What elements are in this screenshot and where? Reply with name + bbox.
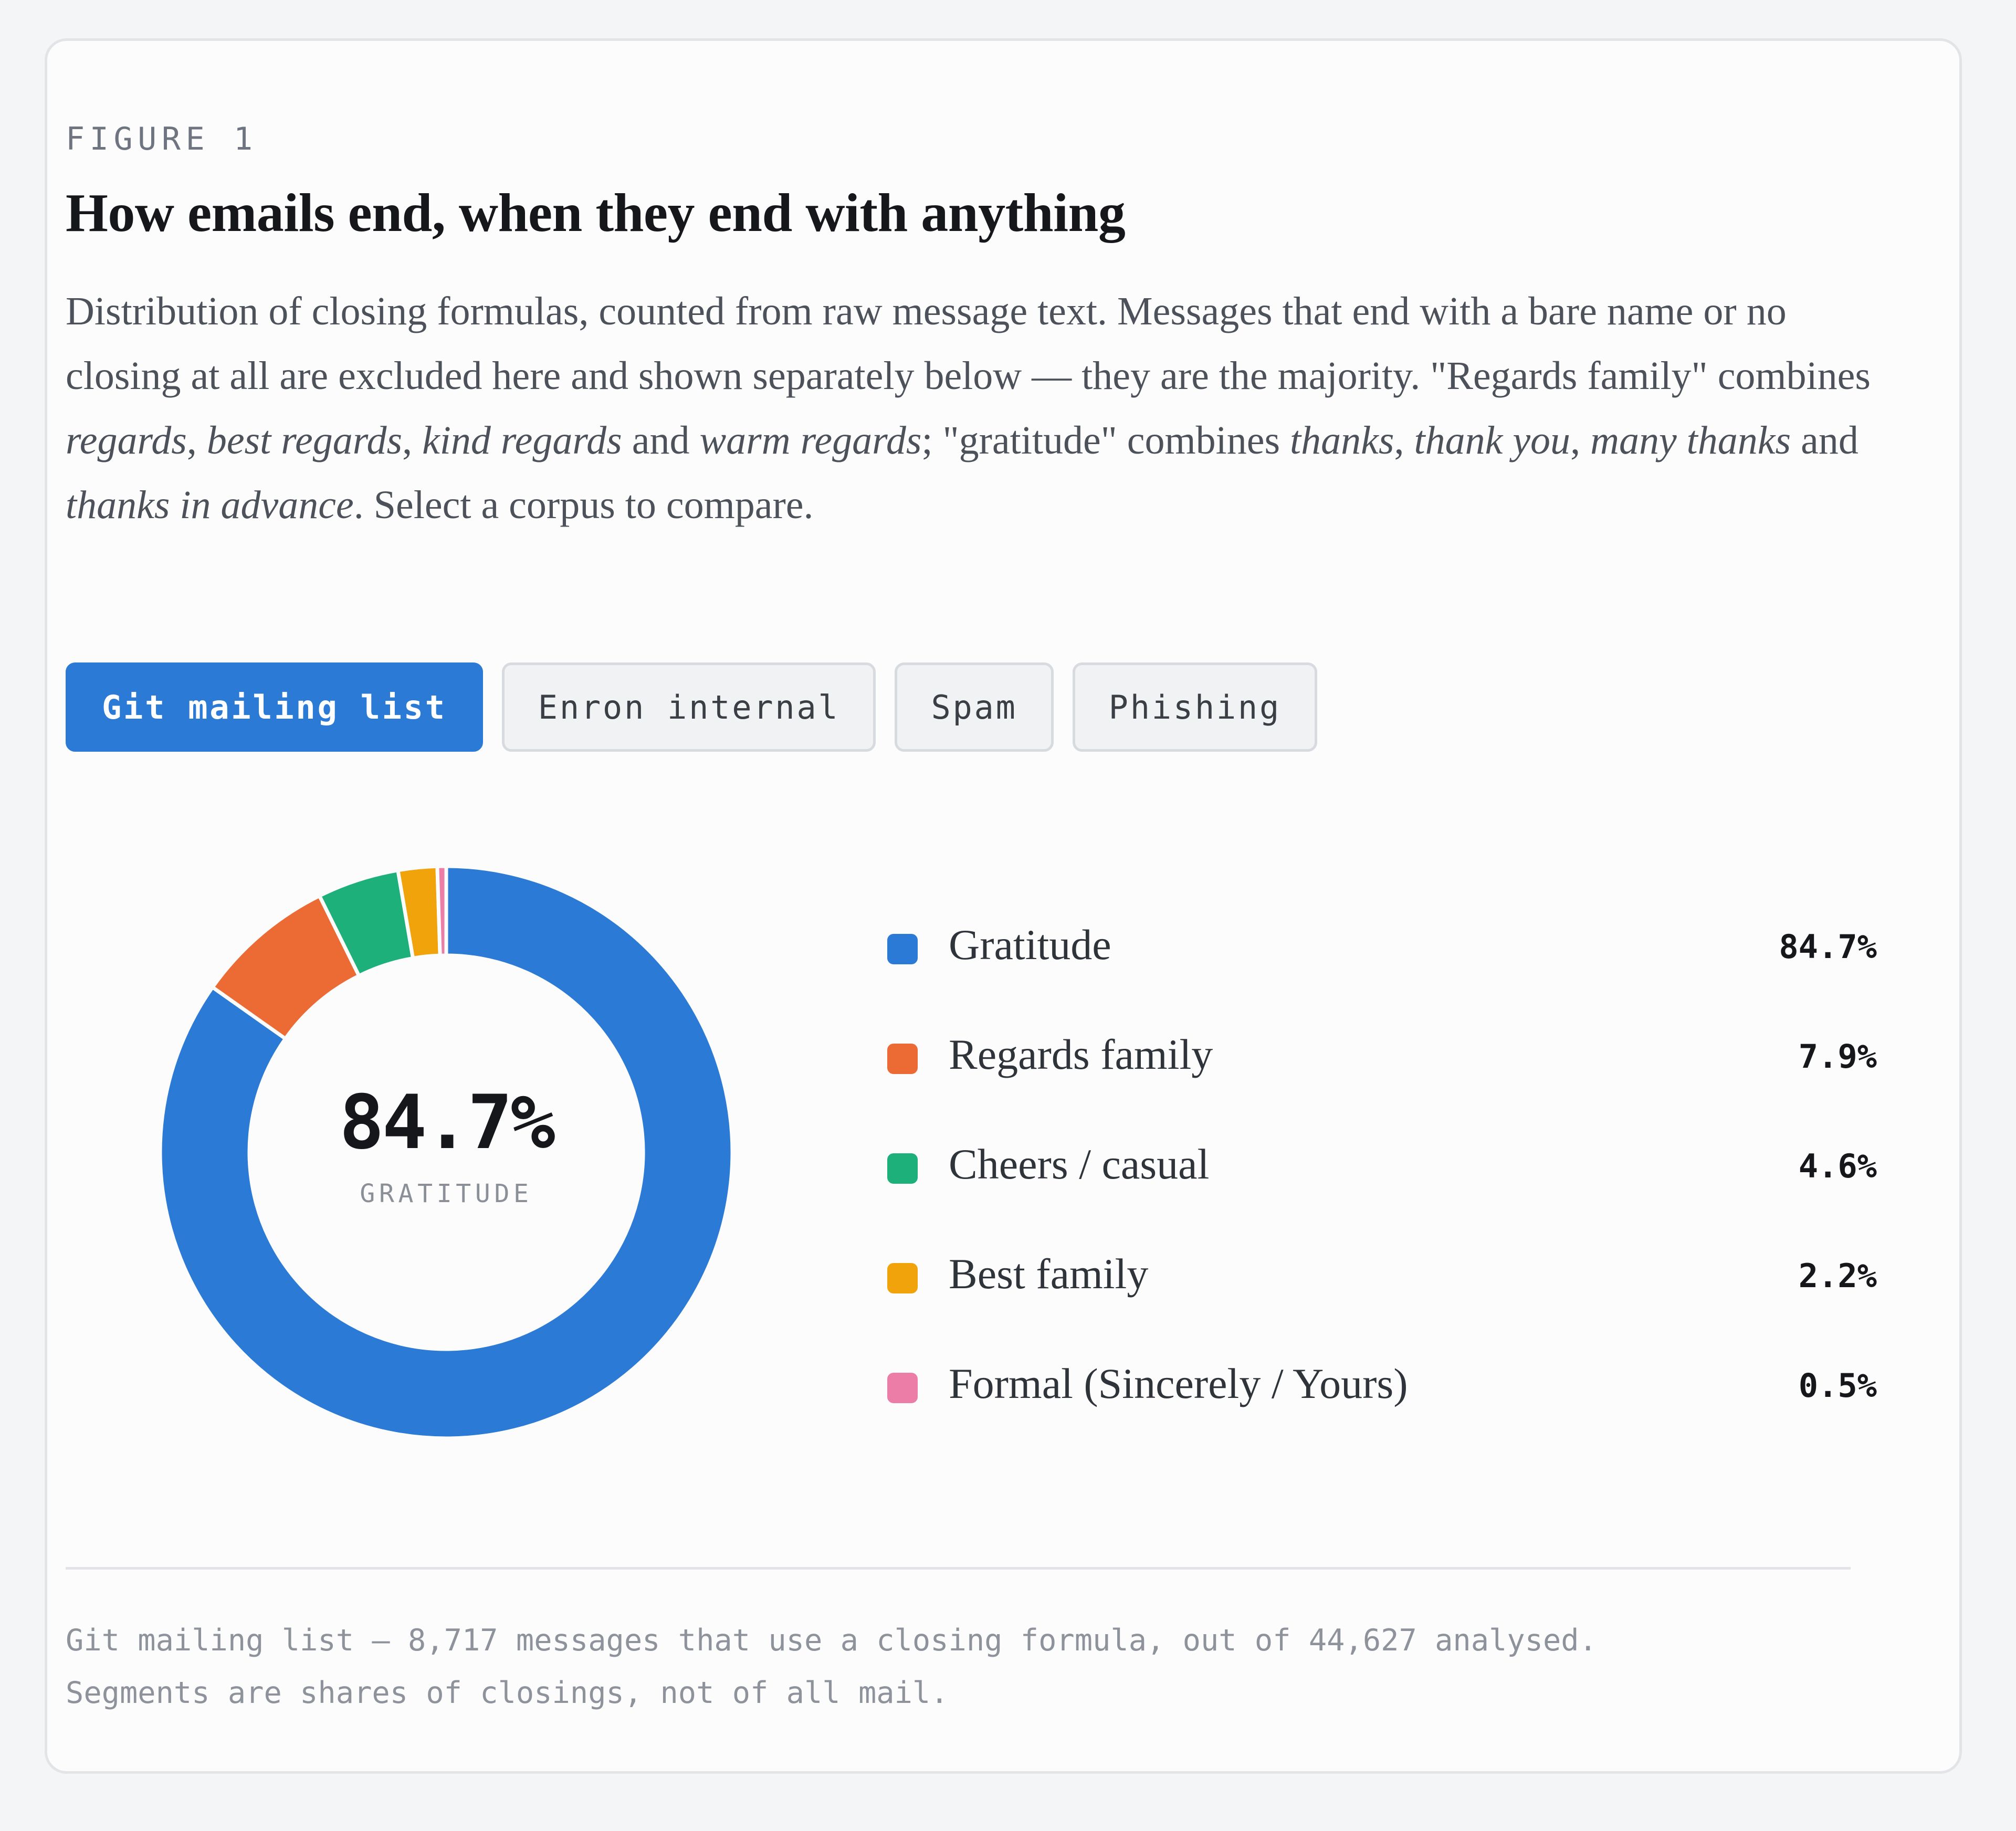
tab-enron-internal[interactable]: Enron internal bbox=[501, 662, 876, 752]
donut-slice-formal-sincerely-yours[interactable] bbox=[435, 864, 448, 957]
figure-title: How emails end, when they end with anyth… bbox=[66, 183, 1126, 243]
legend-swatch-cheers-casual bbox=[887, 1153, 918, 1184]
legend-swatch-gratitude bbox=[887, 934, 918, 964]
legend-value-regards-family: 7.9% bbox=[1798, 1037, 1877, 1076]
legend-label-cheers-casual: Cheers / casual bbox=[949, 1140, 1210, 1188]
footnote-line-2: Segments are shares of closings, not of … bbox=[66, 1676, 949, 1710]
footnote-line-1: Git mailing list — 8,717 messages that u… bbox=[66, 1623, 1597, 1658]
legend-value-cheers-casual: 4.6% bbox=[1798, 1147, 1877, 1185]
legend-swatch-formal bbox=[887, 1373, 918, 1403]
footnote: Git mailing list — 8,717 messages that u… bbox=[66, 1614, 1597, 1719]
legend-item-formal: Formal (Sincerely / Yours) 0.5% bbox=[885, 1343, 1877, 1453]
legend-item-regards-family: Regards family 7.9% bbox=[885, 1014, 1877, 1124]
chart-legend: Gratitude 84.7% Regards family 7.9% Chee… bbox=[885, 904, 1877, 1453]
figure-kicker: FIGURE 1 bbox=[66, 121, 258, 157]
figure-description: Distribution of closing formulas, counte… bbox=[66, 289, 1871, 527]
legend-label-formal: Formal (Sincerely / Yours) bbox=[949, 1360, 1408, 1407]
legend-label-best-family: Best family bbox=[949, 1250, 1149, 1298]
tab-git-mailing-list[interactable]: Git mailing list bbox=[66, 662, 483, 752]
corpus-tabs: Git mailing list Enron internal Spam Phi… bbox=[66, 662, 1318, 752]
tab-spam[interactable]: Spam bbox=[895, 662, 1054, 752]
legend-label-regards-family: Regards family bbox=[949, 1030, 1213, 1078]
donut-chart bbox=[158, 864, 734, 1440]
legend-value-formal: 0.5% bbox=[1798, 1366, 1877, 1405]
legend-value-gratitude: 84.7% bbox=[1779, 928, 1877, 966]
footnote-divider bbox=[66, 1567, 1851, 1570]
legend-value-best-family: 2.2% bbox=[1798, 1257, 1877, 1295]
legend-swatch-regards-family bbox=[887, 1044, 918, 1074]
legend-item-cheers-casual: Cheers / casual 4.6% bbox=[885, 1124, 1877, 1234]
tab-phishing[interactable]: Phishing bbox=[1072, 662, 1318, 752]
legend-label-gratitude: Gratitude bbox=[949, 921, 1111, 969]
legend-item-best-family: Best family 2.2% bbox=[885, 1234, 1877, 1343]
donut-slice-gratitude[interactable] bbox=[158, 864, 734, 1440]
legend-item-gratitude: Gratitude 84.7% bbox=[885, 904, 1877, 1014]
legend-swatch-best-family bbox=[887, 1263, 918, 1293]
